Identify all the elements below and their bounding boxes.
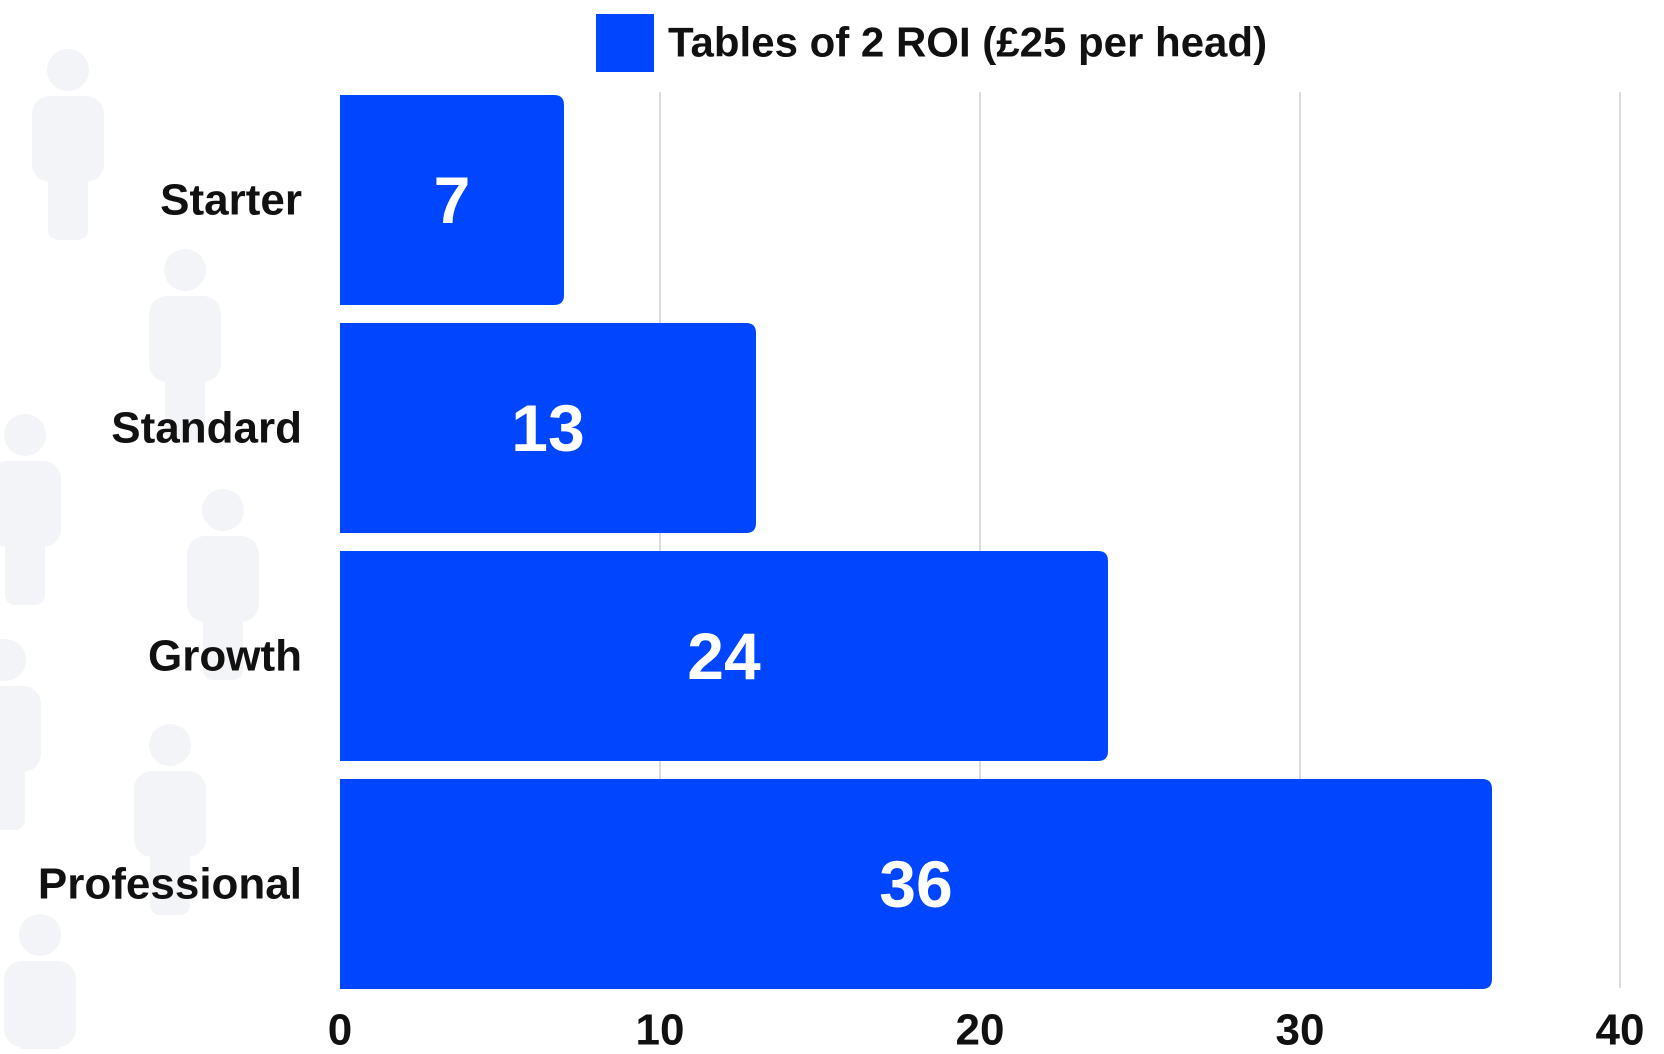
category-label-growth: Growth [148,632,302,681]
bar-data-label: 36 [879,847,952,921]
person-silhouette-icon [4,914,76,1054]
person-silhouette-icon [0,414,61,605]
bar-data-label: 13 [511,391,584,465]
legend-label: Tables of 2 ROI (£25 per head) [668,19,1267,66]
bar-standard [340,323,756,533]
x-axis-tick-labels: 0 10 20 30 40 [328,1006,1645,1054]
bar-growth [340,551,1108,761]
x-tick-label: 40 [1596,1006,1645,1050]
person-silhouette-icon [134,724,206,915]
bar-professional [340,779,1492,989]
category-label-starter: Starter [160,176,302,225]
person-silhouette-icon [187,489,259,680]
legend-swatch [596,14,654,72]
person-silhouette-icon [149,249,221,440]
background-silhouettes [0,49,259,1054]
bar-data-label: 24 [687,619,761,693]
bar-data-label: 7 [434,163,471,237]
category-label-standard: Standard [111,404,302,453]
category-axis-labels: Starter Standard Growth Professional [38,176,302,909]
bars [340,95,1492,989]
x-tick-label: 0 [328,1006,352,1050]
legend: Tables of 2 ROI (£25 per head) [596,14,1267,72]
category-label-professional: Professional [38,860,302,909]
x-tick-label: 10 [636,1006,685,1050]
x-tick-label: 20 [956,1006,1005,1050]
person-silhouette-icon [0,639,41,830]
bar-data-labels: 7 13 24 36 [434,163,953,921]
bar-starter [340,95,564,305]
x-tick-label: 30 [1276,1006,1325,1050]
person-silhouette-icon [32,49,104,240]
